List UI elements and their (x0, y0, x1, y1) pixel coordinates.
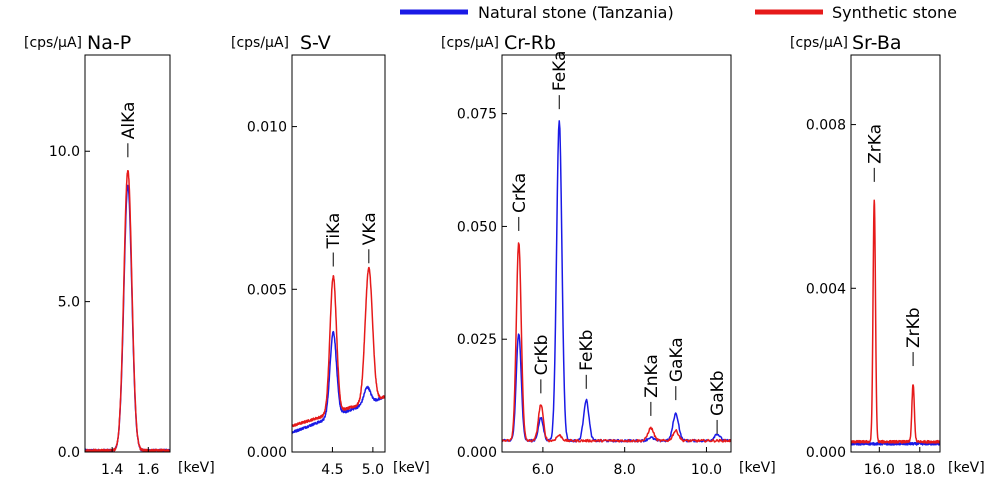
spectra-group (851, 199, 940, 446)
legend-label-synthetic-stone: Synthetic stone (832, 3, 957, 22)
y-tick-label: 0.005 (247, 282, 287, 298)
y-axis-label: [cps/μA] (441, 35, 499, 51)
spectra-group (502, 120, 731, 443)
series-line-synthetic-stone (851, 199, 940, 444)
series-line-natural-stone-tanzania (502, 120, 731, 443)
peak-label-gaka: GaKa (667, 337, 687, 382)
y-tick-label: 0.000 (806, 445, 846, 461)
peak-label-fekb: FeKb (577, 330, 597, 371)
panel-title: S-V (300, 32, 331, 54)
axes-frame (291, 54, 386, 453)
panel-na-p: 0.0 5.0 10.0 1.4 1.6 [keV] [cps/μA] Na-P AlKa (24, 32, 215, 478)
y-tick-label: 0.010 (247, 120, 287, 136)
y-axis-label: [cps/μA] (24, 35, 82, 51)
series-line-natural-stone-tanzania (292, 330, 385, 434)
panel-title: Cr-Rb (504, 32, 556, 54)
peak-label-vka: VKa (360, 212, 380, 245)
y-tick-label: 0.000 (457, 445, 497, 461)
axes-frame (850, 54, 941, 453)
y-tick-label: 0.075 (457, 107, 497, 123)
x-tick-label: 16.0 (864, 462, 895, 478)
legend: Natural stone (Tanzania) Synthetic stone (400, 3, 957, 22)
peak-label-feka: FeKa (550, 51, 570, 92)
x-tick-label: 1.6 (137, 462, 159, 478)
x-tick-label: 4.5 (321, 462, 343, 478)
series-line-synthetic-stone (85, 170, 170, 452)
x-tick-label: 6.0 (532, 462, 554, 478)
peak-label-alka: AlKa (119, 102, 139, 140)
series-line-synthetic-stone (502, 242, 731, 443)
legend-label-natural-stone-tanzania: Natural stone (Tanzania) (478, 3, 674, 22)
y-tick-label: 0.025 (457, 332, 497, 348)
x-tick-label: 1.4 (101, 462, 123, 478)
peak-label-gakb: GaKb (708, 370, 728, 416)
panels: 0.05.010.01.4 1.6 [keV][cps/μA] Na-PAlKa0.0… (24, 32, 985, 478)
spectra-group (292, 266, 385, 434)
y-tick-label: 0.0 (58, 445, 80, 461)
x-tick-label: 8.0 (614, 462, 636, 478)
y-tick-label: 0.050 (457, 219, 497, 235)
peak-label-crka: CrKa (510, 173, 530, 213)
x-axis-label: [keV] (739, 460, 776, 476)
peak-label-znka: ZnKa (642, 354, 662, 398)
panel-title: Na-P (87, 32, 131, 54)
y-axis-label: [cps/μA] (790, 35, 848, 51)
x-axis-label: [keV] (178, 460, 215, 476)
panel-title: Sr-Ba (852, 32, 902, 54)
peak-label-crkb: CrKb (532, 335, 552, 376)
series-line-natural-stone-tanzania (85, 184, 170, 452)
x-axis-label: [keV] (948, 460, 985, 476)
axes-frame (84, 54, 171, 453)
peak-label-zrkb: ZrKb (904, 307, 924, 348)
panel-s-v: 0.000 0.005 0.010 4.5 5.0 [keV] [cps/μA] S-V TiK… (231, 32, 430, 478)
axes-frame (501, 54, 732, 453)
x-tick-label: 18.0 (904, 462, 935, 478)
panel-sr-ba: 0.000 0.004 0.008 16.0 18.0 [keV] [cps/μA] Sr-B… (790, 32, 985, 478)
panel-cr-rb: 0.000 0.025 0.050 0.075 6.0 8.0 10.0 [keV] [cps/… (441, 32, 776, 478)
spectra-group (85, 170, 170, 452)
y-tick-label: 0.004 (806, 281, 846, 297)
series-line-synthetic-stone (292, 266, 385, 428)
y-tick-label: 0.000 (247, 445, 287, 461)
peak-label-zrka: ZrKa (865, 124, 885, 164)
y-axis-label: [cps/μA] (231, 35, 289, 51)
x-tick-label: 10.0 (691, 462, 722, 478)
y-tick-label: 10.0 (49, 144, 80, 160)
x-tick-label: 5.0 (362, 462, 384, 478)
x-axis-label: [keV] (393, 460, 430, 476)
y-tick-label: 0.008 (806, 118, 846, 134)
peak-label-tika: TiKa (324, 213, 344, 250)
y-tick-label: 5.0 (58, 295, 80, 311)
